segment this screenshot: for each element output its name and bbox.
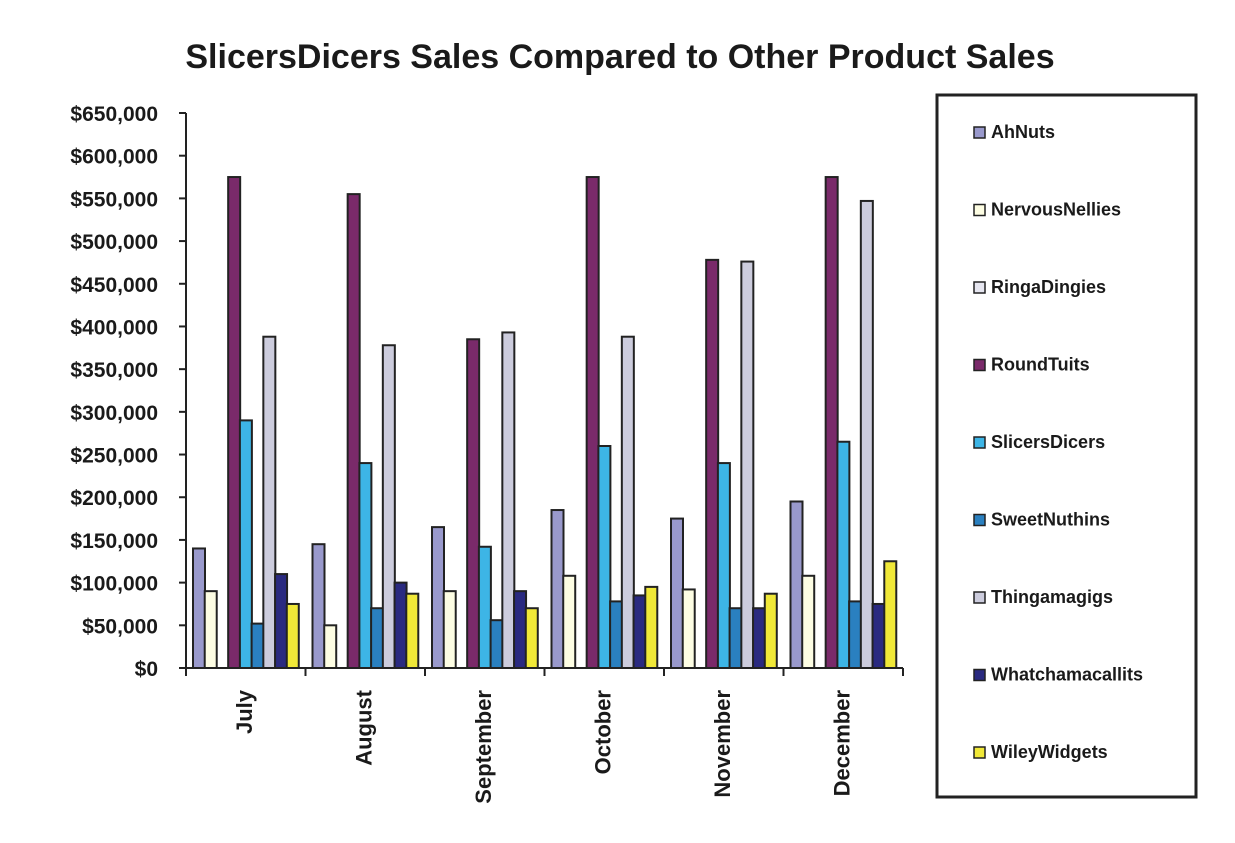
bar-sweetnuthins-july [250,622,265,669]
legend-label: RingaDingies [991,277,1106,297]
bar-roundtuits-november [705,258,720,669]
category-label: August [351,689,376,765]
bar-thingamagigs-september [501,331,516,669]
bar-roundtuits-august [346,193,361,669]
bar-nervousnellies-july [203,590,218,670]
bar-ahnuts-october [550,509,565,669]
legend-swatch [973,591,986,604]
bar-wileywidgets-november [763,592,778,670]
bar-wileywidgets-august [405,592,420,670]
bar-whatchamacallits-september [513,590,528,670]
bar-whatchamacallits-december [871,602,886,670]
chart-title: SlicersDicers Sales Compared to Other Pr… [185,38,1054,76]
legend-swatch [973,203,986,217]
legend-label: SweetNuthins [991,510,1110,530]
bar-whatchamacallits-november [752,607,767,670]
category-label: October [590,690,615,775]
legend-label: SlicersDicers [991,432,1105,452]
bars [192,176,898,670]
bar-nervousnellies-december [801,574,816,669]
y-tick-label: $100,000 [70,573,158,596]
bar-sweetnuthins-september [489,619,504,670]
bar-ahnuts-august [311,543,326,670]
bar-slicersdicers-august [358,462,373,670]
bar-roundtuits-july [227,176,242,670]
y-tick-label: $250,000 [70,445,158,468]
legend-label: Whatchamacallits [991,665,1143,685]
y-tick-label: $550,000 [70,188,158,211]
bar-roundtuits-december [824,176,839,670]
y-tick-label: $450,000 [70,274,158,297]
legend-label: Thingamagigs [991,587,1113,607]
legend-label: AhNuts [991,122,1055,142]
y-tick-label: $500,000 [70,231,158,254]
category-label: December [829,690,854,797]
y-tick-label: $50,000 [82,615,158,638]
y-tick-label: $150,000 [70,530,158,553]
bar-thingamagigs-october [620,335,635,669]
bar-thingamagigs-december [859,199,874,669]
bar-wileywidgets-september [524,607,539,670]
bar-sweetnuthins-october [609,600,624,670]
legend-swatch [973,436,986,449]
legend-swatch [973,281,986,294]
bar-slicersdicers-july [238,419,253,669]
bar-slicersdicers-october [597,445,612,669]
y-tick-label: $400,000 [70,316,158,339]
bar-ahnuts-july [192,547,206,670]
legend-swatch [973,668,986,682]
bar-thingamagigs-november [740,260,755,669]
bar-slicersdicers-december [836,440,851,669]
bar-nervousnellies-october [562,574,577,669]
category-label: November [710,690,735,798]
bar-nervousnellies-november [681,588,696,670]
bar-sweetnuthins-august [370,607,385,670]
bar-roundtuits-september [466,338,481,669]
x-axis: July August September October November Decemb… [185,667,904,804]
bar-roundtuits-october [585,176,600,670]
legend-label: NervousNellies [991,200,1121,220]
bar-sweetnuthins-december [848,600,863,670]
bar-whatchamacallits-october [632,594,647,670]
legend-label: RoundTuits [991,355,1090,375]
y-axis: $0 $50,000 $100,000 $150,000 $200,000 $250,00… [70,103,187,681]
legend-swatch [973,746,986,759]
bar-nervousnellies-september [442,590,457,670]
bar-nervousnellies-august [323,624,338,669]
bar-ahnuts-december [789,500,804,669]
legend-swatch [973,513,986,527]
bar-wileywidgets-december [883,560,898,669]
bar-whatchamacallits-july [274,573,289,669]
bar-slicersdicers-november [716,462,731,670]
bar-thingamagigs-july [262,335,277,669]
bar-ahnuts-september [431,526,445,669]
y-tick-label: $600,000 [70,146,158,169]
category-label: September [471,690,496,804]
bar-wileywidgets-october [644,585,659,670]
bar-sweetnuthins-november [728,607,743,670]
category-label: July [232,689,257,734]
legend-swatch [973,126,986,139]
bar-ahnuts-november [670,517,684,669]
legend: AhNuts NervousNellies RingaDingies RoundTui… [935,93,1198,799]
bar-whatchamacallits-august [393,581,408,669]
y-tick-label: $0 [135,658,158,681]
y-tick-label: $200,000 [70,487,158,510]
legend-swatch [973,358,986,372]
bar-wileywidgets-july [285,602,300,670]
legend-label: WileyWidgets [991,742,1108,762]
y-tick-label: $300,000 [70,402,158,425]
y-tick-label: $650,000 [70,103,158,126]
bar-slicersdicers-september [477,545,492,669]
bar-thingamagigs-august [381,344,396,669]
y-tick-label: $350,000 [70,359,158,382]
